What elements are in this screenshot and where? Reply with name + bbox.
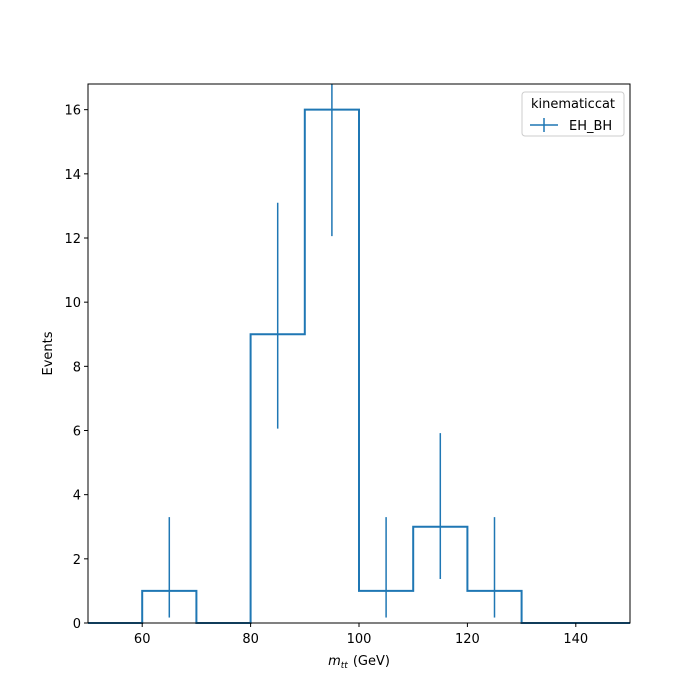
y-tick-label: 16 [64,104,81,119]
x-tick-label: 80 [242,632,259,647]
axes-frame [87,83,631,624]
y-tick-label: 10 [64,296,81,311]
x-axis-label-main: m [328,654,341,669]
y-axis-ticks: 0 2 4 6 8 10 12 14 16 [64,104,88,632]
legend-entry-label: EH_BH [569,119,612,134]
x-tick-label: 120 [455,632,480,647]
y-axis-label: Events [41,331,56,375]
y-tick-label: 14 [64,168,81,183]
x-tick-label: 100 [347,632,372,647]
legend: kinematiccat EH_BH [521,91,625,137]
x-tick-label: 140 [563,632,588,647]
x-axis-ticks: 60 80 100 120 140 [134,623,588,647]
y-tick-label: 12 [64,232,81,247]
y-tick-label: 6 [73,425,81,440]
y-tick-label: 0 [73,617,81,632]
x-axis-label: mtt (GeV) [328,654,390,671]
legend-entries: EH_BH [530,118,612,134]
x-axis-label-subscript: tt [341,661,349,671]
x-axis-label-unit: (GeV) [353,654,390,669]
y-tick-label: 4 [73,489,81,504]
plot-area [88,84,630,624]
y-tick-label: 2 [73,553,81,568]
x-tick-label: 60 [134,632,151,647]
y-tick-label: 8 [73,360,81,375]
legend-title: kinematiccat [531,97,615,112]
histogram-step-line [88,108,630,624]
